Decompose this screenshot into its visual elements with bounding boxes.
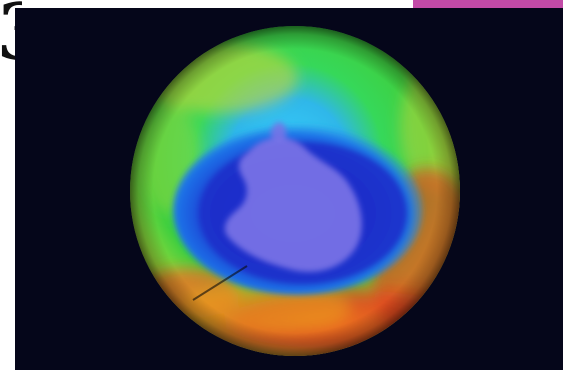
image-frame	[15, 8, 563, 370]
corner-accent-tab	[413, 0, 563, 9]
ozone-globe-icon	[130, 26, 460, 356]
